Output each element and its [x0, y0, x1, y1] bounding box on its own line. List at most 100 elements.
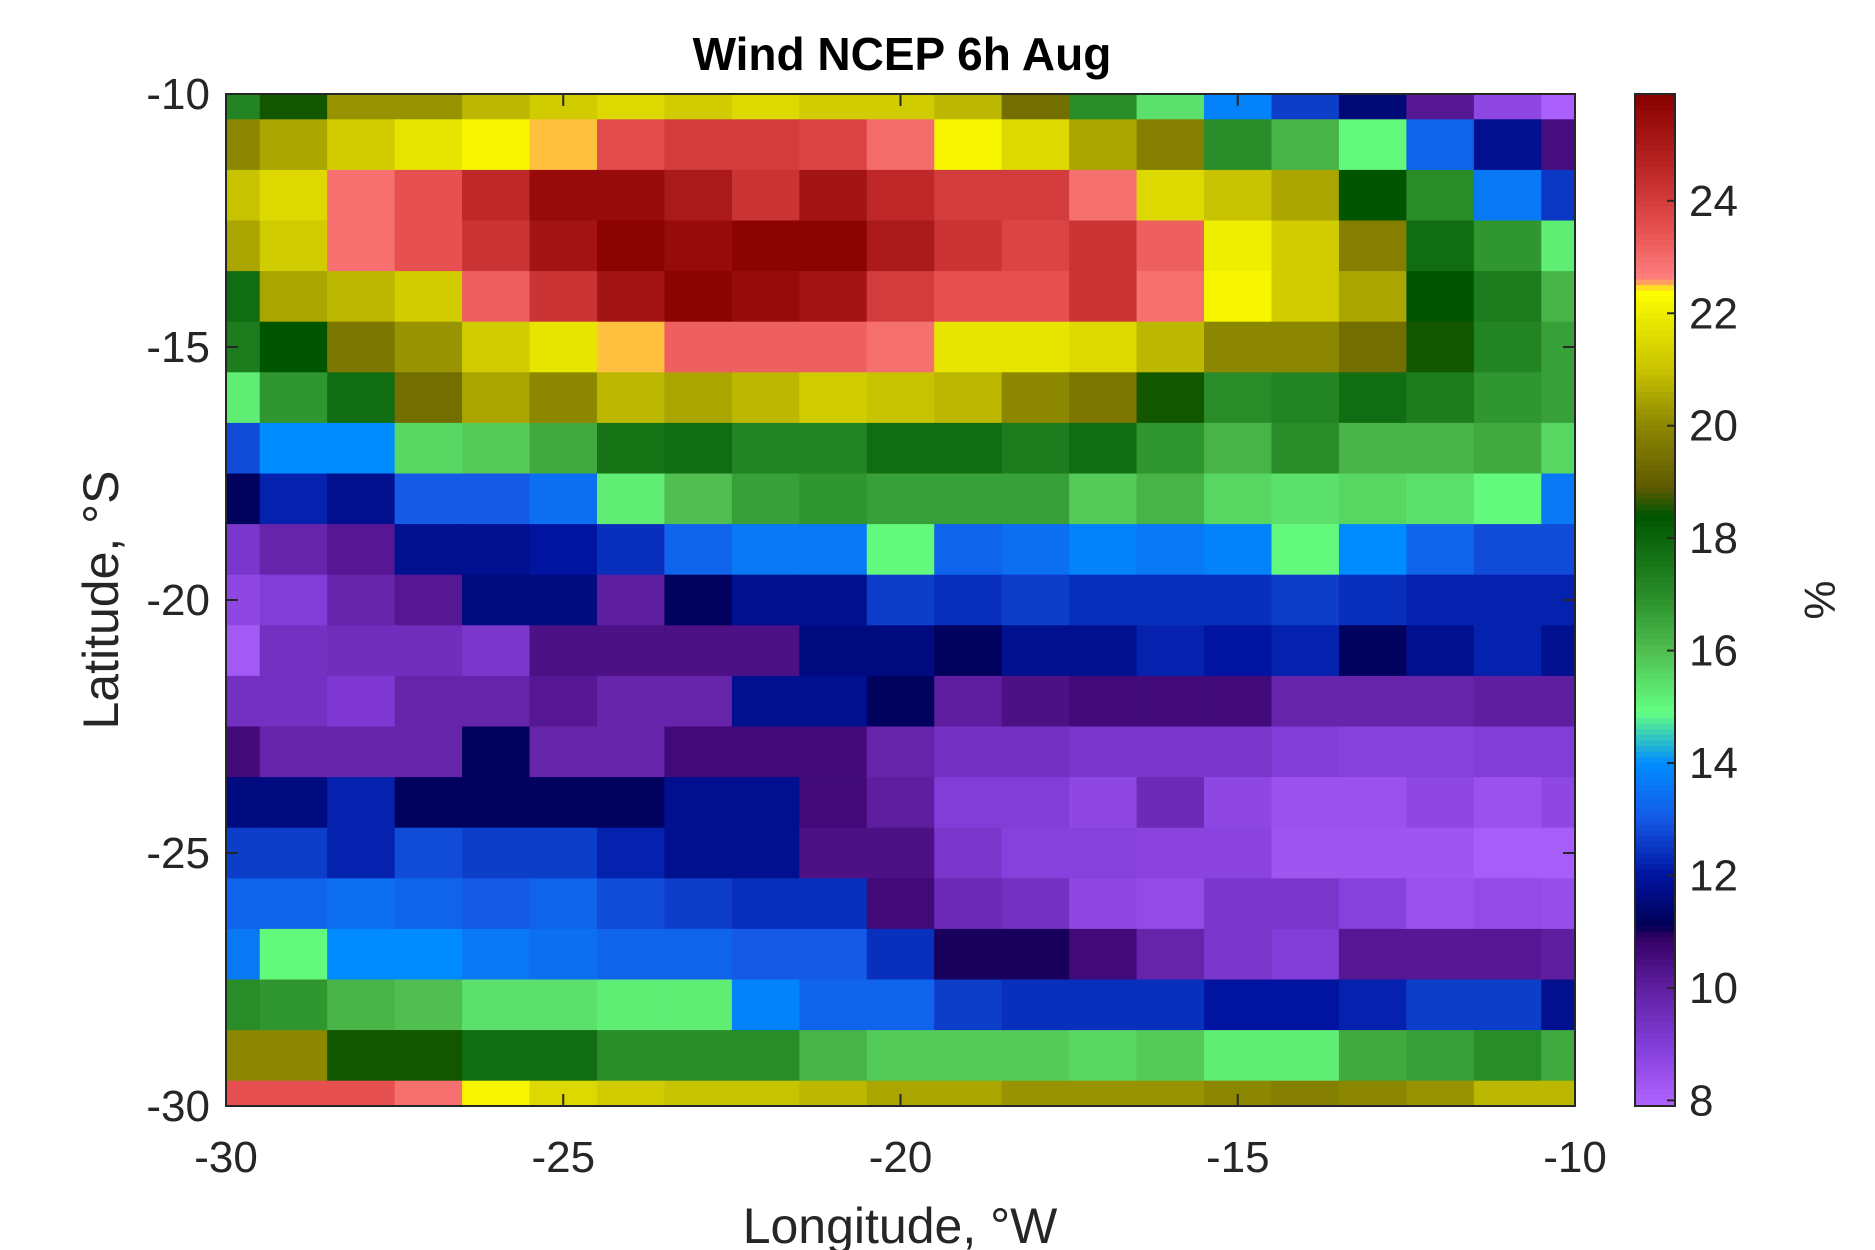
- colorbar-segment: [1635, 459, 1675, 466]
- colorbar-segment: [1635, 178, 1675, 185]
- colorbar-segment: [1635, 285, 1675, 292]
- colorbar-segment: [1635, 397, 1675, 404]
- heatmap-cell: [731, 524, 800, 576]
- heatmap-cell: [259, 1080, 328, 1107]
- heatmap-cell: [1271, 827, 1340, 879]
- colorbar-tick-label: 8: [1689, 1076, 1713, 1125]
- heatmap-cell: [934, 473, 1003, 525]
- heatmap-cell: [664, 220, 733, 272]
- heatmap-cell: [1338, 220, 1407, 272]
- heatmap-cell: [327, 827, 396, 879]
- heatmap-cell: [394, 321, 463, 373]
- heatmap-cell: [462, 1080, 531, 1107]
- heatmap-cell: [1473, 928, 1542, 981]
- colorbar-segment: [1635, 1016, 1675, 1023]
- colorbar-segment: [1635, 729, 1675, 736]
- colorbar-segment: [1635, 504, 1675, 511]
- heatmap-cell: [664, 524, 733, 576]
- y-tick-label: -20: [146, 576, 210, 625]
- heatmap-cell: [462, 625, 531, 677]
- heatmap-cell: [1338, 422, 1407, 475]
- colorbar-segment: [1635, 138, 1675, 146]
- heatmap-cell: [1406, 119, 1475, 171]
- heatmap-cell: [1001, 169, 1070, 222]
- heatmap-cell: [1406, 321, 1475, 373]
- heatmap-cell: [596, 625, 666, 677]
- heatmap-cell: [529, 625, 598, 677]
- heatmap-cell: [1204, 675, 1273, 728]
- heatmap-cell: [731, 422, 800, 475]
- colorbar-segment: [1635, 268, 1675, 275]
- heatmap-cell: [934, 524, 1003, 576]
- heatmap-cell: [1069, 675, 1138, 728]
- colorbar-segment: [1635, 363, 1675, 371]
- colorbar-label: %: [1795, 580, 1844, 619]
- heatmap-cell: [529, 220, 598, 272]
- heatmap-cell: [934, 220, 1003, 272]
- heatmap-cell: [596, 473, 666, 525]
- colorbar-segment: [1635, 206, 1675, 213]
- colorbar-segment: [1635, 734, 1675, 742]
- heatmap-cell: [1069, 422, 1138, 475]
- colorbar-segment: [1635, 414, 1675, 421]
- colorbar-segment: [1635, 875, 1675, 882]
- colorbar-segment: [1635, 886, 1675, 893]
- heatmap-cell: [394, 94, 463, 120]
- heatmap-cell: [866, 878, 935, 930]
- heatmap-cell: [1541, 220, 1576, 272]
- heatmap-cell: [529, 422, 598, 475]
- colorbar-segment: [1635, 234, 1675, 241]
- colorbar-segment: [1635, 262, 1675, 269]
- colorbar-segment: [1635, 824, 1675, 832]
- heatmap-cell: [866, 625, 935, 677]
- heatmap-cell: [731, 777, 800, 829]
- heatmap-cell: [1271, 524, 1340, 576]
- heatmap-cell: [799, 827, 868, 879]
- colorbar-segment: [1635, 183, 1675, 191]
- heatmap-cell: [731, 119, 800, 171]
- heatmap-cell: [1001, 675, 1070, 728]
- heatmap-cell: [866, 169, 935, 222]
- colorbar-segment: [1635, 836, 1675, 843]
- colorbar-segment: [1635, 257, 1675, 264]
- heatmap-cell: [1069, 220, 1138, 272]
- colorbar-segment: [1635, 897, 1675, 905]
- heatmap-cell: [1204, 1030, 1273, 1082]
- heatmap-cell: [462, 878, 531, 930]
- heatmap-cell: [1406, 574, 1475, 626]
- colorbar-segment: [1635, 858, 1675, 865]
- heatmap-cell: [934, 675, 1003, 728]
- heatmap-cell: [731, 979, 800, 1031]
- heatmap-cell: [1473, 524, 1542, 576]
- colorbar-segment: [1635, 172, 1675, 179]
- heatmap-cell: [394, 271, 463, 323]
- heatmap-cell: [1136, 777, 1205, 829]
- colorbar-segment: [1635, 571, 1675, 579]
- heatmap-cell: [934, 574, 1003, 626]
- heatmap-cell: [1069, 372, 1138, 424]
- heatmap-cell: [596, 271, 666, 323]
- colorbar-segment: [1635, 403, 1675, 410]
- heatmap-cell: [731, 878, 800, 930]
- heatmap-cell: [259, 928, 328, 981]
- heatmap-cell: [1136, 271, 1205, 323]
- heatmap-cell: [1271, 675, 1340, 728]
- heatmap-cell: [1271, 1030, 1340, 1082]
- colorbar-segment: [1635, 453, 1675, 461]
- colorbar-segment: [1635, 223, 1675, 230]
- heatmap-cell: [1069, 321, 1138, 373]
- heatmap-cell: [327, 928, 396, 981]
- heatmap-cell: [226, 726, 261, 778]
- heatmap-cell: [1001, 777, 1070, 829]
- colorbar-segment: [1635, 313, 1675, 320]
- heatmap-cell: [934, 119, 1003, 171]
- heatmap-cell: [462, 574, 531, 626]
- heatmap-cell: [1473, 372, 1542, 424]
- heatmap-cell: [1271, 271, 1340, 323]
- heatmap-cell: [934, 94, 1003, 120]
- heatmap-cell: [1204, 473, 1273, 525]
- heatmap-cell: [1271, 94, 1340, 120]
- heatmap-cell: [1406, 878, 1475, 930]
- heatmap-cell: [1338, 1030, 1407, 1082]
- heatmap-cell: [1069, 574, 1138, 626]
